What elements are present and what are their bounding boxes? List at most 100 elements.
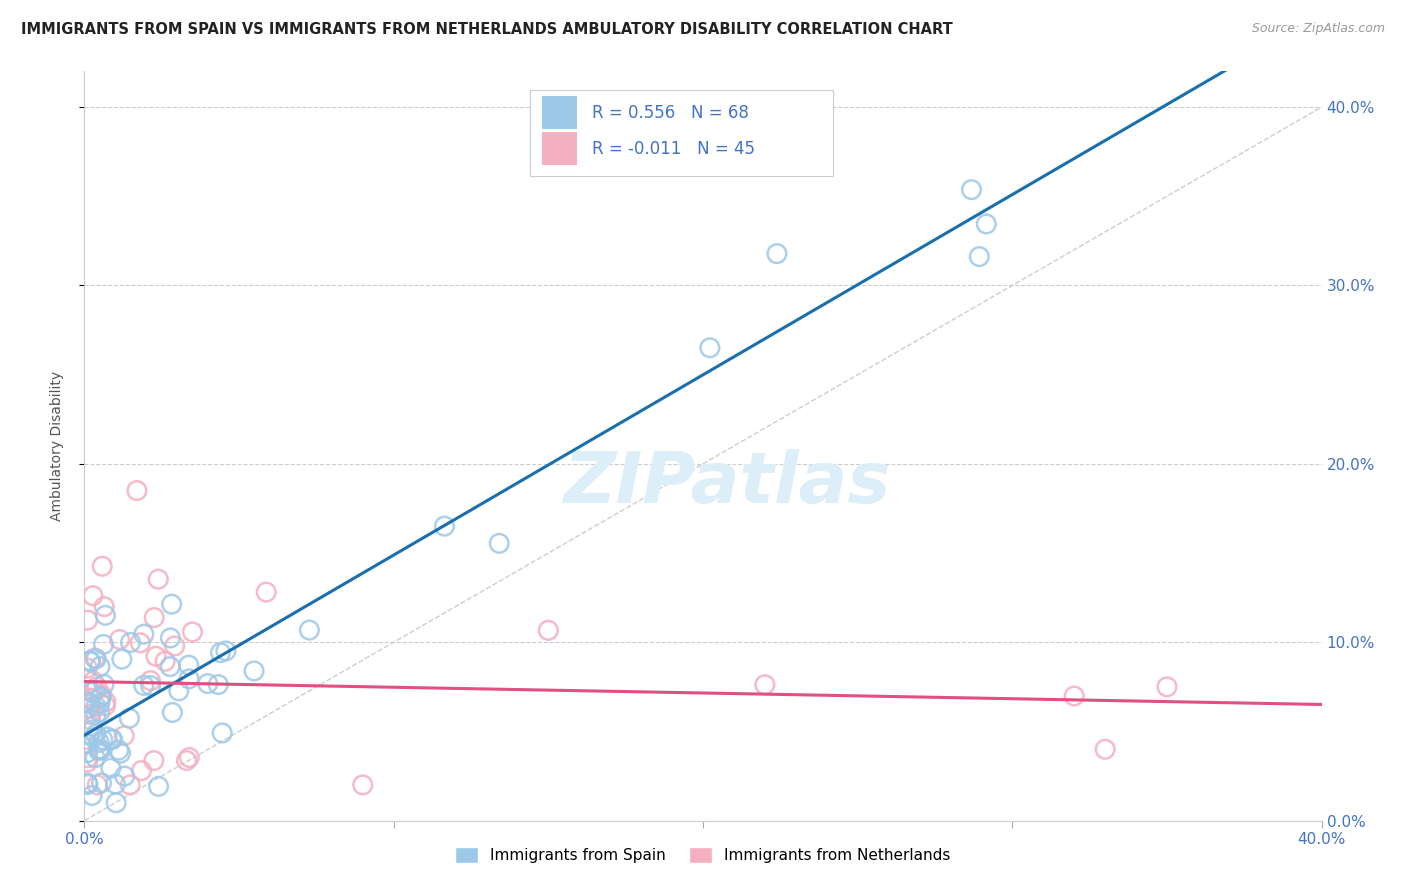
Point	[163, 639, 186, 653]
Point	[162, 706, 184, 720]
Point	[83, 651, 105, 665]
Point	[211, 726, 233, 740]
Point	[207, 677, 229, 691]
Point	[1156, 680, 1178, 694]
Point	[960, 183, 983, 197]
Bar	[543, 132, 576, 165]
Point	[108, 632, 131, 647]
Point	[89, 696, 111, 710]
Point	[112, 729, 135, 743]
Point	[90, 742, 112, 756]
Point	[132, 627, 155, 641]
Point	[79, 713, 101, 727]
Point	[89, 659, 111, 673]
Point	[139, 673, 162, 688]
Text: Source: ZipAtlas.com: Source: ZipAtlas.com	[1251, 22, 1385, 36]
Point	[83, 731, 105, 745]
Legend: Immigrants from Spain, Immigrants from Netherlands: Immigrants from Spain, Immigrants from N…	[450, 841, 956, 869]
Point	[82, 789, 104, 803]
Point	[114, 769, 136, 783]
Point	[93, 599, 115, 614]
Point	[101, 732, 124, 747]
Bar	[543, 95, 576, 129]
Point	[100, 761, 122, 775]
Point	[699, 341, 721, 355]
Point	[84, 727, 107, 741]
Point	[148, 572, 170, 586]
Point	[76, 661, 98, 675]
Point	[754, 678, 776, 692]
Point	[120, 635, 142, 649]
Point	[148, 780, 170, 794]
Point	[153, 654, 176, 668]
Point	[298, 623, 321, 637]
Point	[177, 658, 200, 673]
Point	[91, 732, 114, 747]
Point	[100, 732, 122, 747]
Point	[142, 754, 165, 768]
Point	[84, 750, 107, 764]
Point	[89, 742, 111, 756]
Point	[76, 695, 98, 709]
Point	[76, 755, 98, 769]
Text: R = 0.556   N = 68: R = 0.556 N = 68	[592, 103, 748, 121]
Text: IMMIGRANTS FROM SPAIN VS IMMIGRANTS FROM NETHERLANDS AMBULATORY DISABILITY CORRE: IMMIGRANTS FROM SPAIN VS IMMIGRANTS FROM…	[21, 22, 953, 37]
Point	[159, 631, 181, 645]
Point	[104, 777, 127, 791]
Point	[111, 652, 134, 666]
Point	[91, 559, 114, 574]
Point	[96, 730, 118, 744]
Point	[83, 683, 105, 698]
Point	[93, 637, 115, 651]
Point	[145, 649, 167, 664]
Point	[94, 608, 117, 623]
Point	[84, 651, 107, 665]
Point	[209, 646, 232, 660]
Point	[77, 700, 100, 714]
Point	[537, 624, 560, 638]
Point	[86, 680, 108, 694]
Point	[82, 685, 104, 699]
Point	[976, 217, 998, 231]
Point	[79, 654, 101, 668]
Point	[90, 776, 112, 790]
Point	[80, 707, 103, 722]
Point	[89, 705, 111, 719]
Point	[254, 585, 277, 599]
Point	[82, 674, 104, 689]
Point	[76, 736, 98, 750]
Point	[76, 613, 98, 627]
Point	[107, 743, 129, 757]
FancyBboxPatch shape	[530, 90, 832, 177]
Point	[125, 483, 148, 498]
Point	[177, 672, 200, 686]
Point	[139, 679, 162, 693]
Point	[215, 644, 238, 658]
Point	[118, 711, 141, 725]
Point	[159, 659, 181, 673]
Point	[181, 624, 204, 639]
Point	[197, 676, 219, 690]
Point	[94, 695, 117, 709]
Point	[89, 690, 111, 705]
Point	[93, 677, 115, 691]
Point	[82, 723, 104, 737]
Point	[967, 250, 990, 264]
Point	[79, 655, 101, 669]
Point	[766, 246, 789, 260]
Point	[84, 699, 107, 714]
Point	[243, 664, 266, 678]
Text: ZIPatlas: ZIPatlas	[564, 449, 891, 518]
Point	[167, 684, 190, 698]
Point	[160, 597, 183, 611]
Point	[79, 691, 101, 706]
Point	[120, 778, 142, 792]
Point	[87, 743, 110, 757]
Point	[94, 698, 117, 713]
Point	[488, 536, 510, 550]
Point	[76, 746, 98, 760]
Point	[110, 746, 132, 760]
Point	[82, 719, 104, 733]
Point	[179, 750, 201, 764]
Point	[80, 697, 103, 711]
